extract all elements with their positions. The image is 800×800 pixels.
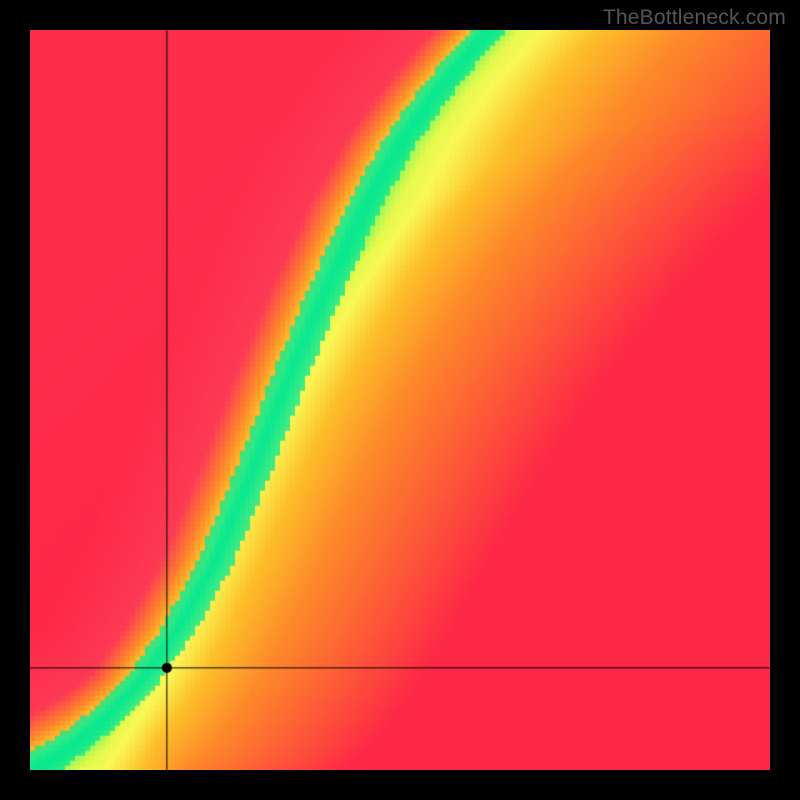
plot-frame	[30, 30, 770, 770]
heatmap-canvas	[30, 30, 770, 770]
chart-container: TheBottleneck.com	[0, 0, 800, 800]
watermark-text: TheBottleneck.com	[603, 6, 786, 30]
